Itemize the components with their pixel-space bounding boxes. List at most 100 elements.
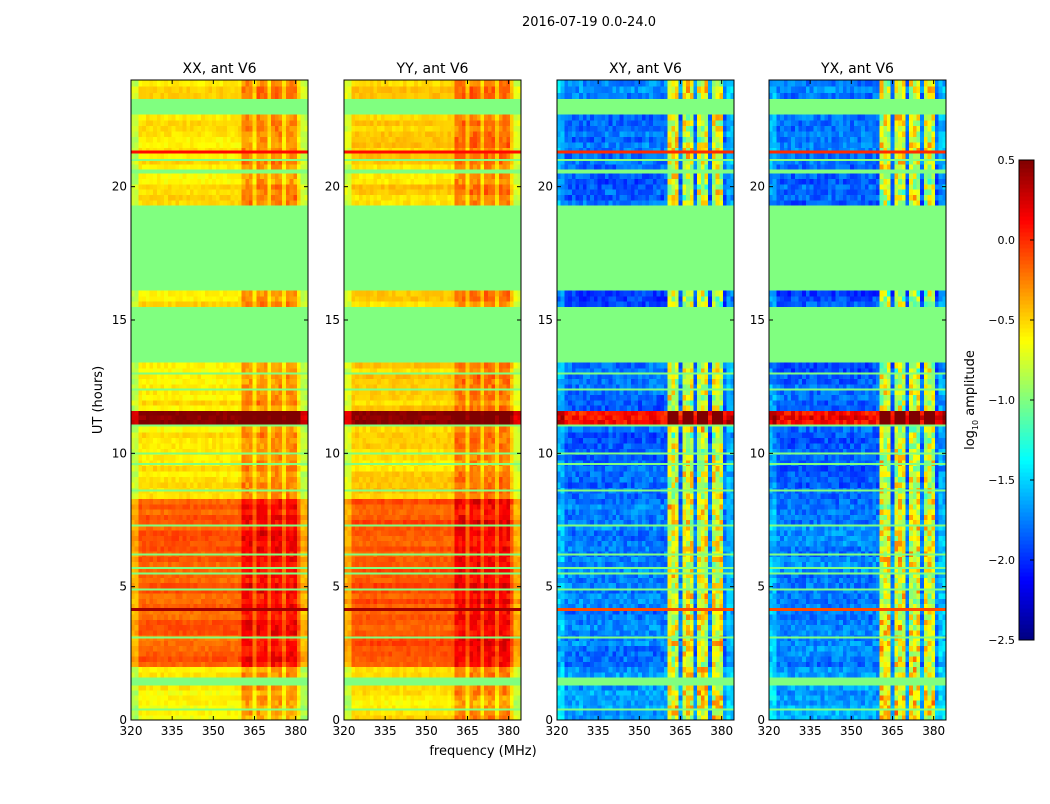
heatmap-cell	[175, 131, 179, 137]
heatmap-cell	[260, 530, 264, 536]
heatmap-cell	[153, 598, 157, 604]
heatmap-cell	[260, 672, 264, 678]
heatmap-cell	[293, 465, 297, 471]
heatmap-cell	[301, 395, 305, 401]
heatmap-cell	[197, 411, 201, 416]
heatmap-cell	[197, 296, 201, 302]
heatmap-cell	[275, 667, 279, 673]
heatmap-cell	[301, 541, 305, 547]
heatmap-cell	[436, 710, 440, 715]
heatmap-cell	[186, 80, 190, 87]
heatmap-cell	[282, 454, 286, 460]
heatmap-cell	[153, 661, 157, 667]
heatmap-cell	[183, 598, 187, 604]
heatmap-cell	[282, 363, 286, 369]
heatmap-cell	[179, 583, 183, 589]
heatmap-cell	[157, 630, 161, 636]
heatmap-cell	[366, 646, 370, 652]
heatmap-cell	[161, 153, 165, 159]
heatmap-cell	[197, 710, 201, 715]
heatmap-cell	[286, 291, 290, 297]
heatmap-cell	[264, 614, 268, 620]
heatmap-cell	[480, 685, 484, 690]
heatmap-cell	[131, 179, 135, 185]
heatmap-cell	[279, 651, 283, 657]
heatmap-cell	[149, 710, 153, 715]
heatmap-cell	[293, 514, 297, 520]
heatmap-cell	[142, 530, 146, 536]
heatmap-cell	[208, 625, 212, 631]
heatmap-cell	[153, 672, 157, 678]
heatmap-cell	[256, 405, 260, 411]
heatmap-cell	[260, 184, 264, 190]
heatmap-cell	[301, 471, 305, 477]
heatmap-cell	[194, 499, 198, 505]
heatmap-cell	[146, 195, 150, 201]
heatmap-cell	[179, 514, 183, 520]
heatmap-cell	[242, 296, 246, 302]
heatmap-cell	[396, 640, 400, 646]
heatmap-cell	[164, 656, 168, 662]
heatmap-cell	[396, 685, 400, 690]
heatmap-cell	[208, 640, 212, 646]
heatmap-cell	[186, 173, 190, 179]
heatmap-cell	[366, 672, 370, 678]
heatmap-cell	[142, 514, 146, 520]
heatmap-cell	[436, 695, 440, 700]
heatmap-cell	[220, 173, 224, 179]
heatmap-cell	[421, 646, 425, 652]
heatmap-cell	[234, 656, 238, 662]
heatmap-cell	[227, 173, 231, 179]
heatmap-cell	[153, 577, 157, 583]
heatmap-cell	[418, 646, 422, 652]
heatmap-cell	[260, 646, 264, 652]
heatmap-cell	[197, 153, 201, 159]
heatmap-cell	[175, 614, 179, 620]
heatmap-cell	[201, 661, 205, 667]
heatmap-cell	[220, 80, 224, 87]
heatmap-cell	[153, 535, 157, 541]
heatmap-cell	[238, 672, 242, 678]
heatmap-cell	[138, 164, 142, 170]
heatmap-cell	[212, 477, 216, 483]
heatmap-cell	[510, 695, 514, 700]
heatmap-cell	[179, 535, 183, 541]
heatmap-cell	[282, 661, 286, 667]
heatmap-cell	[290, 142, 294, 148]
heatmap-cell	[425, 667, 429, 673]
heatmap-cell	[271, 499, 275, 505]
heatmap-cell	[264, 395, 268, 401]
heatmap-cell	[183, 672, 187, 678]
heatmap-cell	[164, 630, 168, 636]
heatmap-cell	[223, 509, 227, 515]
heatmap-cell	[205, 164, 209, 170]
heatmap-cell	[286, 593, 290, 599]
heatmap-cell	[142, 656, 146, 662]
heatmap-cell	[399, 646, 403, 652]
heatmap-cell	[142, 646, 146, 652]
heatmap-cell	[503, 646, 507, 652]
heatmap-cell	[212, 115, 216, 121]
heatmap-cell	[208, 593, 212, 599]
heatmap-cell	[253, 690, 257, 695]
heatmap-cell	[157, 651, 161, 657]
heatmap-cell	[172, 640, 176, 646]
heatmap-cell	[138, 482, 142, 488]
heatmap-cell	[297, 493, 301, 499]
heatmap-cell	[293, 200, 297, 206]
heatmap-cell	[267, 137, 271, 143]
heatmap-cell	[212, 395, 216, 401]
heatmap-cell	[256, 80, 260, 87]
heatmap-cell	[238, 556, 242, 562]
heatmap-cell	[279, 296, 283, 302]
heatmap-cell	[477, 695, 481, 700]
heatmap-cell	[381, 640, 385, 646]
heatmap-cell	[179, 630, 183, 636]
heatmap-cell	[503, 710, 507, 715]
heatmap-cell	[249, 651, 253, 657]
heatmap-cell	[164, 504, 168, 510]
heatmap-cell	[201, 499, 205, 505]
heatmap-cell	[194, 379, 198, 385]
heatmap-cell	[197, 432, 201, 438]
heatmap-cell	[175, 514, 179, 520]
